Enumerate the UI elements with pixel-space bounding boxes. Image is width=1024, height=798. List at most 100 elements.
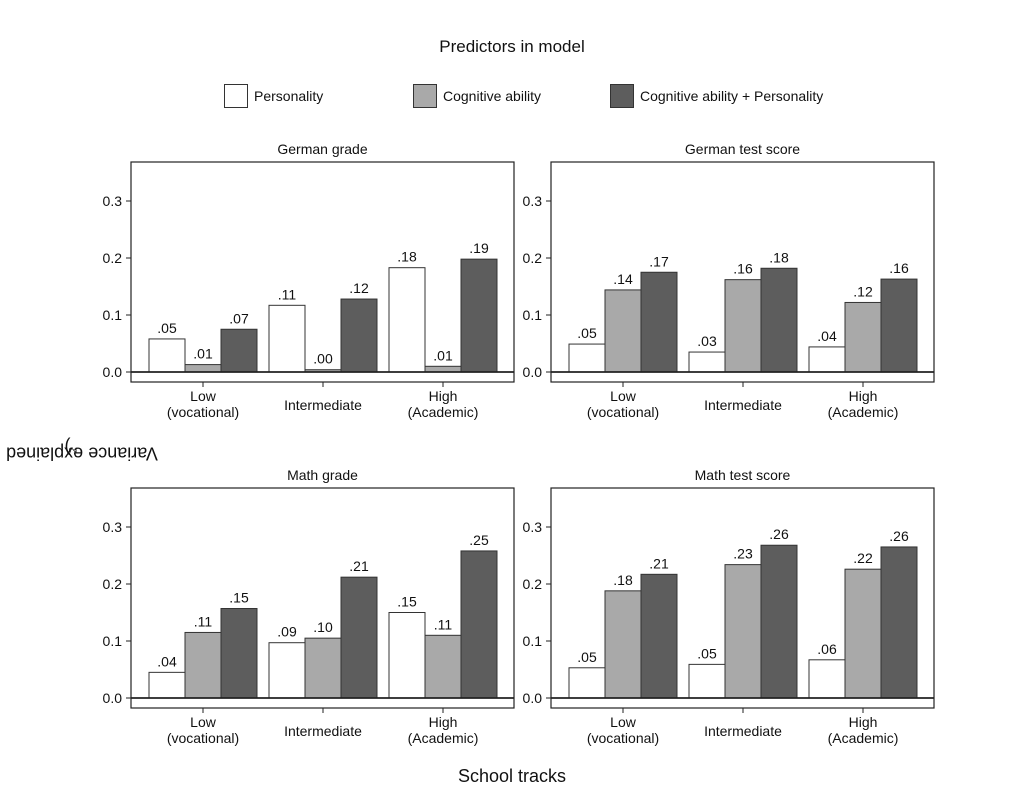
bar-value-label: .12 [349, 280, 369, 296]
y-tick-label: 0.0 [523, 364, 543, 380]
bar [220, 608, 258, 699]
legend-swatch-cognitive-ability [413, 84, 437, 108]
bar-value-label: .19 [469, 240, 489, 256]
bar [760, 544, 798, 699]
bar [268, 642, 306, 699]
x-tick-label: Intermediate [704, 723, 782, 739]
bar-value-label: .26 [769, 526, 789, 542]
bar [268, 304, 306, 373]
panel-title: Math test score [695, 467, 791, 483]
panel-title: German test score [685, 141, 800, 157]
bar [388, 267, 426, 373]
y-tick-label: 0.2 [523, 250, 543, 266]
legend-item-combined: Cognitive ability + Personality [610, 82, 823, 110]
bar-value-label: .23 [733, 546, 753, 562]
bar [640, 271, 678, 373]
x-tick-label: Low [610, 714, 637, 730]
x-tick-label: Intermediate [284, 723, 362, 739]
bar [844, 568, 882, 699]
legend-label-combined: Cognitive ability + Personality [640, 88, 824, 104]
bar-value-label: .01 [433, 347, 453, 363]
bar [880, 278, 918, 373]
bar-value-label: .11 [278, 286, 297, 302]
legend: Personality Cognitive ability Cognitive … [0, 82, 1024, 110]
bar [808, 346, 846, 373]
bar [568, 667, 606, 699]
bar-value-label: .21 [349, 558, 369, 574]
bar-value-label: .05 [697, 645, 717, 661]
y-tick-label: 0.3 [103, 519, 123, 535]
bar-value-label: .05 [577, 325, 597, 341]
bar [148, 338, 186, 373]
legend-label-personality: Personality [254, 88, 324, 104]
bar-value-label: .00 [313, 351, 333, 367]
bar-value-label: .03 [697, 333, 717, 349]
bar-value-label: .11 [434, 616, 453, 632]
x-tick-label: (Academic) [828, 404, 899, 420]
y-tick-label: 0.3 [103, 193, 123, 209]
bar [604, 289, 642, 373]
x-tick-label: (vocational) [167, 730, 239, 746]
x-tick-label: (Academic) [828, 730, 899, 746]
bar-value-label: .18 [613, 572, 633, 588]
legend-swatch-personality [224, 84, 248, 108]
bar-value-label: .04 [817, 328, 837, 344]
y-tick-label: 0.2 [523, 576, 543, 592]
bar-value-label: .10 [313, 619, 333, 635]
bar-value-label: .05 [577, 649, 597, 665]
y-tick-label: 0.3 [523, 519, 543, 535]
bar [460, 258, 498, 373]
x-tick-label: High [429, 388, 458, 404]
y-axis-title-close: ) [64, 437, 71, 458]
bar-value-label: .12 [853, 283, 873, 299]
bar-value-label: .06 [817, 641, 837, 657]
bar [688, 663, 726, 699]
x-tick-label: Low [190, 388, 217, 404]
bar [604, 590, 642, 699]
legend-item-personality: Personality [224, 82, 323, 110]
bar [340, 298, 378, 373]
bar-value-label: .18 [397, 249, 417, 265]
bar [568, 343, 606, 373]
bar-value-label: .16 [889, 260, 909, 276]
bar [184, 364, 222, 373]
y-tick-label: 0.0 [523, 690, 543, 706]
bar-value-label: .14 [613, 271, 633, 287]
y-tick-label: 0.2 [103, 250, 123, 266]
panel-frame [130, 161, 515, 383]
bar-value-label: .09 [277, 624, 297, 640]
y-tick-label: 0.0 [103, 364, 123, 380]
bar-value-label: .05 [157, 320, 177, 336]
legend-label-cognitive-ability: Cognitive ability [443, 88, 542, 104]
bar [184, 631, 222, 699]
bar [724, 564, 762, 699]
bar-value-label: .17 [649, 253, 669, 269]
x-tick-label: Intermediate [284, 397, 362, 413]
bar [688, 351, 726, 373]
legend-swatch-combined [610, 84, 634, 108]
bar [760, 267, 798, 373]
bar [724, 279, 762, 373]
bar [304, 637, 342, 699]
x-tick-label: (vocational) [167, 404, 239, 420]
x-tick-label: High [429, 714, 458, 730]
x-tick-label: High [849, 388, 878, 404]
x-axis-title: School tracks [457, 766, 567, 786]
bar-value-label: .11 [194, 613, 213, 629]
bar-value-label: .22 [853, 550, 873, 566]
y-tick-label: 0.1 [103, 307, 123, 323]
y-tick-label: 0.0 [103, 690, 123, 706]
bar [388, 612, 426, 699]
bar [844, 301, 882, 373]
y-tick-label: 0.3 [523, 193, 543, 209]
legend-title: Predictors in model [439, 37, 585, 56]
y-tick-label: 0.1 [523, 633, 543, 649]
x-tick-label: Low [190, 714, 217, 730]
y-tick-label: 0.1 [103, 633, 123, 649]
bar-value-label: .18 [769, 249, 789, 265]
y-tick-label: 0.1 [523, 307, 543, 323]
bar [424, 634, 462, 699]
y-tick-label: 0.2 [103, 576, 123, 592]
panel-title: German grade [277, 141, 367, 157]
